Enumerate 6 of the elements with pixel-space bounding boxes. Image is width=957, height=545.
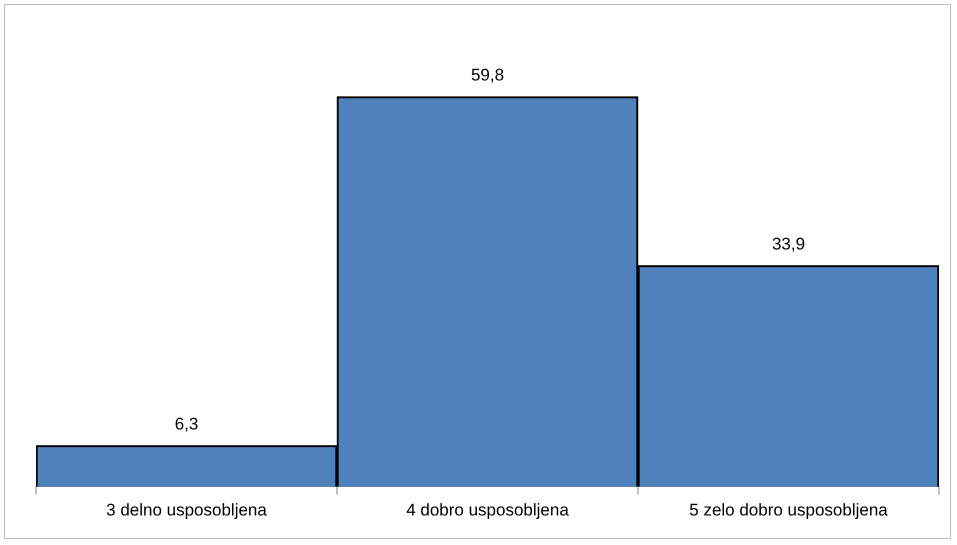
x-tick-label: 4 dobro usposobljena bbox=[406, 500, 570, 520]
data-label: 59,8 bbox=[470, 66, 504, 85]
x-tick-label: 5 zelo dobro usposobljena bbox=[689, 500, 888, 520]
data-label: 33,9 bbox=[772, 234, 806, 254]
x-tick-label: 3 delno usposobljena bbox=[106, 500, 268, 520]
data-label: 6,3 bbox=[174, 414, 198, 434]
